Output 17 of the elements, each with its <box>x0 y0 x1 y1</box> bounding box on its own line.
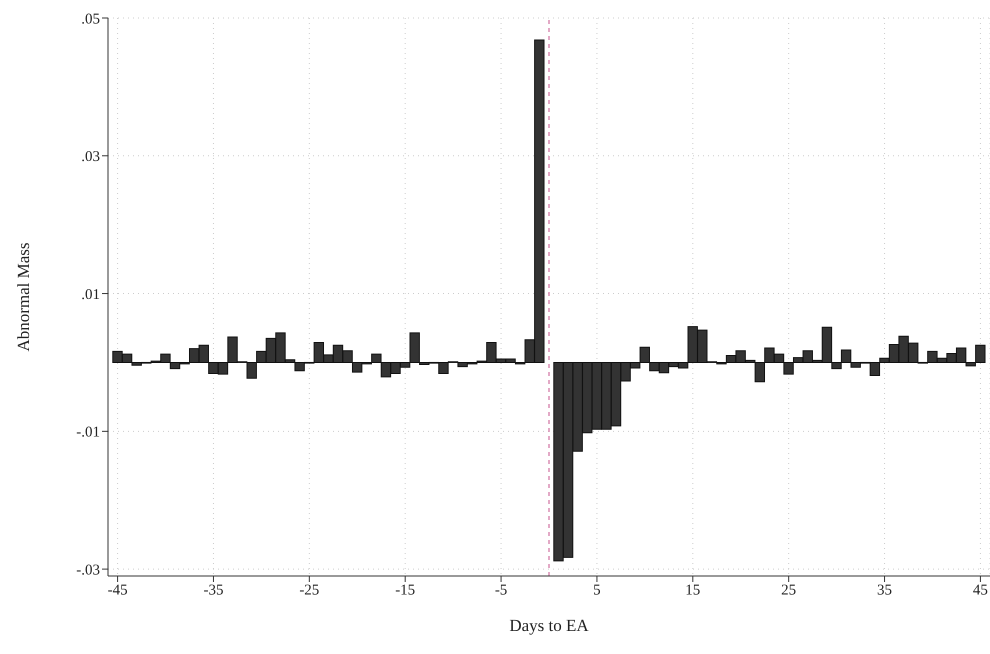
x-tick-label: -35 <box>203 582 224 599</box>
x-tick-label: 25 <box>781 582 796 599</box>
x-tick-label: -5 <box>494 582 508 599</box>
x-tick-label: 35 <box>877 582 892 599</box>
y-axis-title: Abnormal Mass <box>14 242 34 352</box>
y-tick-label: .01 <box>81 286 100 303</box>
y-tick-label: -.01 <box>76 424 100 441</box>
x-tick-label: 45 <box>972 582 988 599</box>
x-tick-label: -15 <box>395 582 416 599</box>
x-tick-label: -25 <box>299 582 320 599</box>
x-tick-label: 5 <box>593 582 601 599</box>
y-tick-label: .05 <box>81 11 100 28</box>
x-tick-label: -45 <box>108 582 128 599</box>
y-tick-label: -.03 <box>76 562 100 578</box>
x-tick-label: 15 <box>685 582 700 599</box>
y-tick-label: .03 <box>81 149 100 166</box>
x-axis-title: Days to EA <box>509 616 590 635</box>
